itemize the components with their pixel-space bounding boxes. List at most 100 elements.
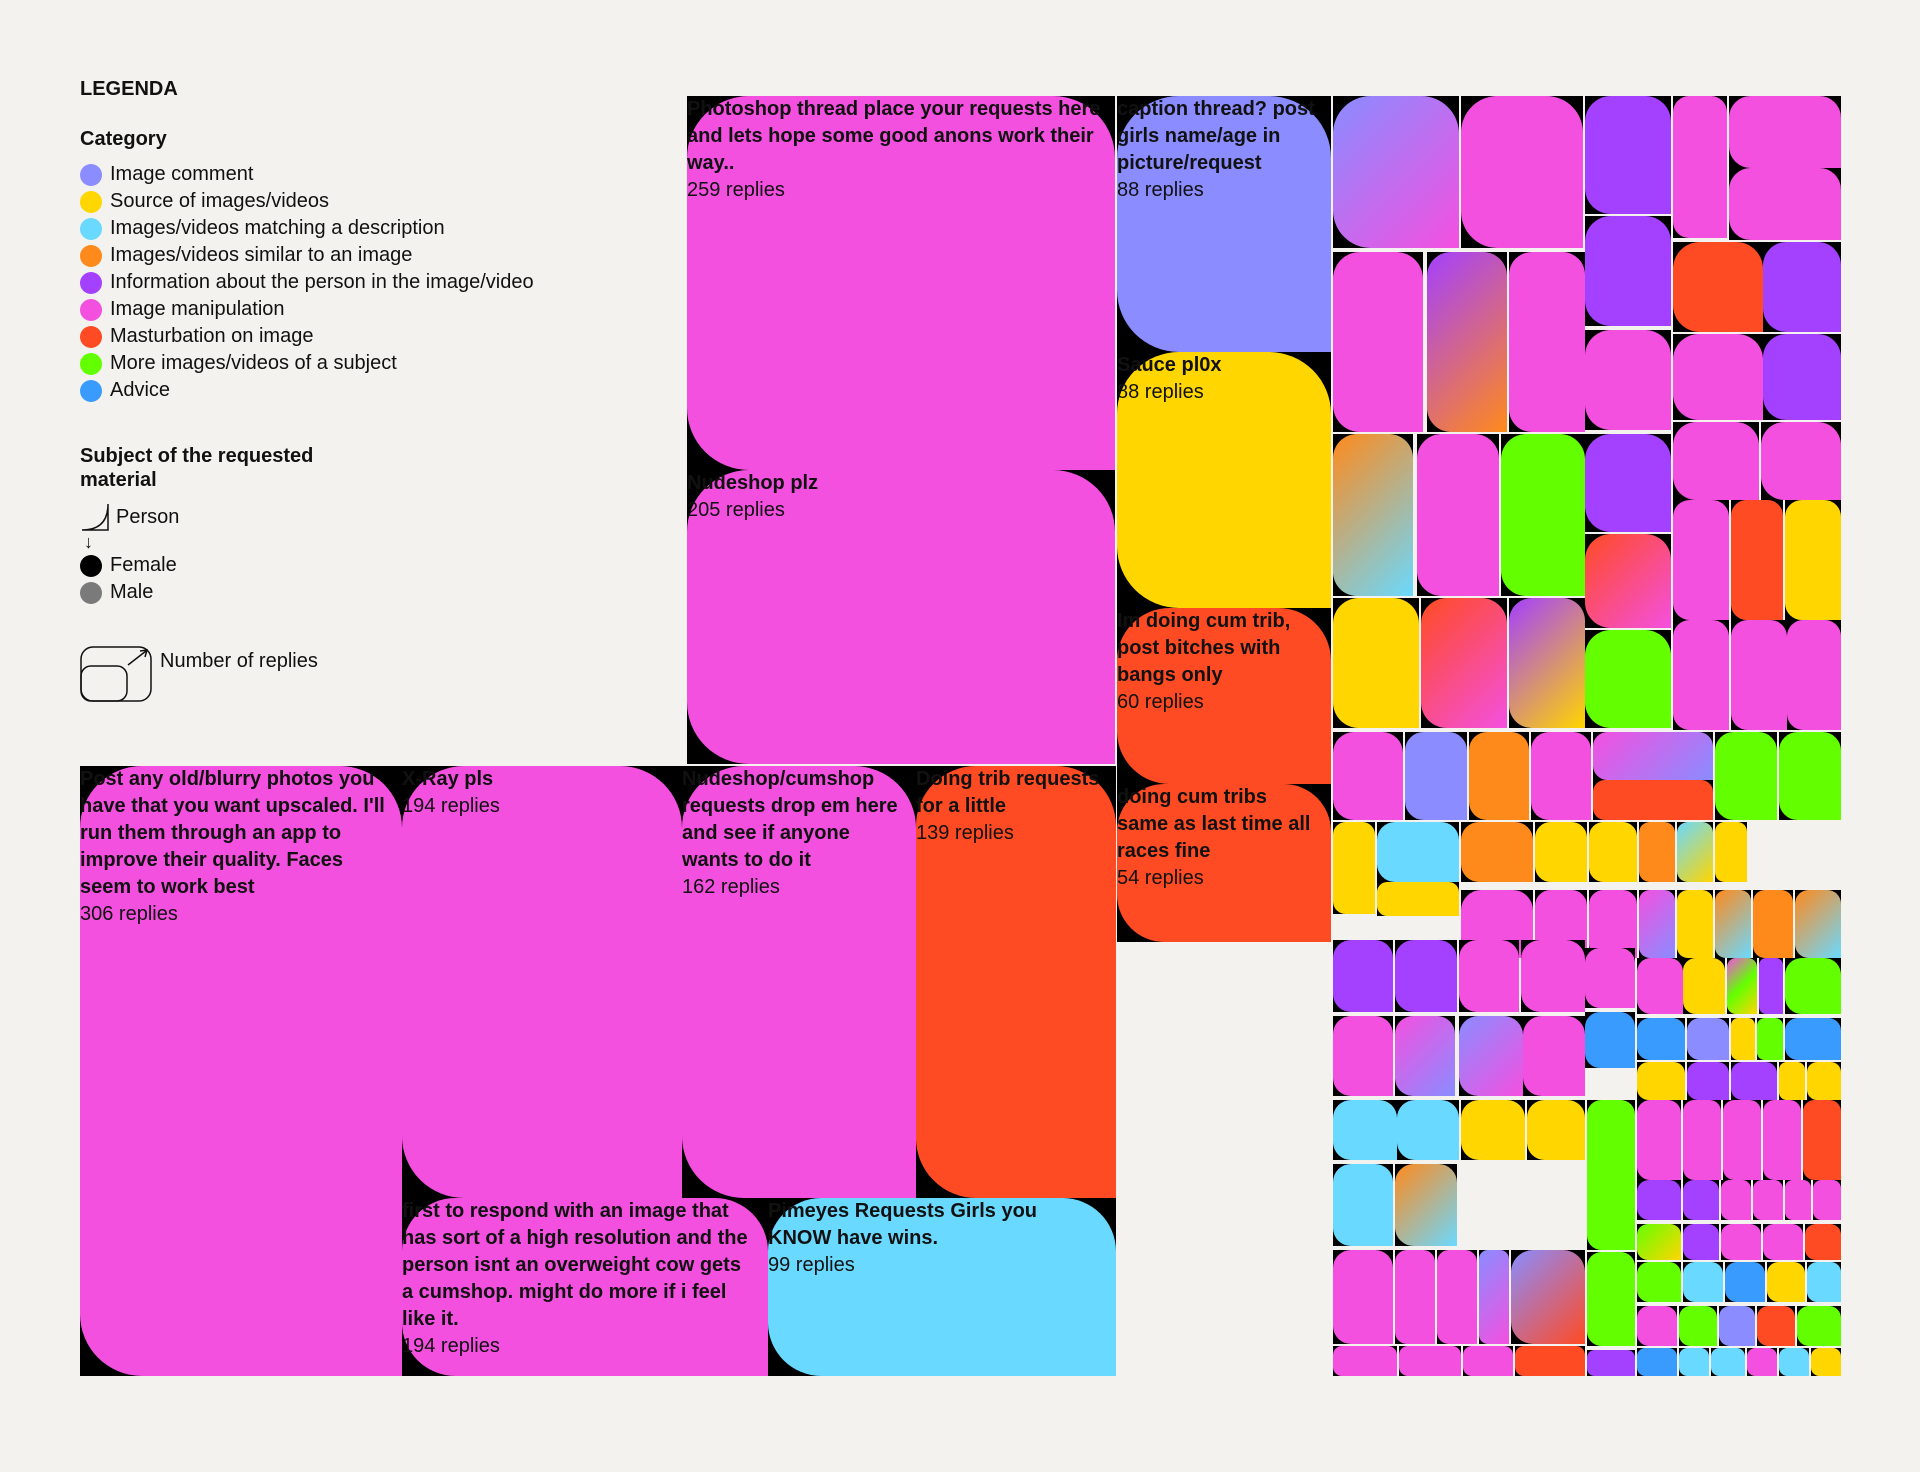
thread-shape bbox=[1333, 434, 1413, 596]
thread-title: Photoshop thread place your requests her… bbox=[687, 98, 1101, 174]
thread-tile bbox=[1727, 958, 1757, 1014]
thread-shape bbox=[402, 766, 682, 1198]
thread-shape bbox=[1333, 96, 1459, 248]
thread-tile bbox=[1729, 96, 1841, 168]
thread-label: doing cum tribs same as last time all ra… bbox=[1117, 784, 1317, 892]
thread-shape bbox=[1763, 1224, 1803, 1260]
thread-tile bbox=[1757, 1306, 1795, 1346]
thread-title: Pimeyes Requests Girls you KNOW have win… bbox=[768, 1200, 1038, 1249]
thread-title: Sauce pl0x bbox=[1117, 354, 1222, 376]
thread-tile bbox=[1683, 1262, 1723, 1302]
thread-shape bbox=[1515, 1346, 1585, 1376]
thread-tile bbox=[1377, 822, 1459, 882]
thread-tile bbox=[1763, 1100, 1801, 1180]
thread-shape bbox=[1715, 732, 1777, 820]
thread-shape bbox=[1395, 1016, 1455, 1096]
thread-shape bbox=[1421, 598, 1507, 728]
thread-tile-labeled: first to respond with an image that has … bbox=[402, 1198, 768, 1376]
category-item: Masturbation on image bbox=[80, 323, 600, 350]
thread-tile bbox=[1515, 1346, 1585, 1376]
thread-shape bbox=[1639, 890, 1675, 958]
thread-shape bbox=[1637, 1348, 1677, 1376]
thread-shape bbox=[1759, 958, 1783, 1014]
thread-title: Doing trib requests for a little bbox=[916, 768, 1100, 817]
thread-tile bbox=[1673, 620, 1729, 730]
subject-heading: Subject of the requested material bbox=[80, 445, 314, 491]
thread-shape bbox=[1731, 500, 1783, 620]
thread-shape bbox=[1459, 1016, 1523, 1096]
thread-tile bbox=[1459, 940, 1519, 1012]
thread-label: Im doing cum trib, post bitches with ban… bbox=[1117, 608, 1317, 716]
thread-replies: 205 replies bbox=[687, 499, 785, 521]
thread-shape bbox=[1395, 1250, 1435, 1344]
legend: LEGENDA Category Image comment Source of … bbox=[80, 78, 600, 702]
thread-shape bbox=[1427, 252, 1507, 432]
thread-shape bbox=[1715, 890, 1751, 958]
thread-shape bbox=[1589, 890, 1637, 958]
thread-shape bbox=[1721, 1224, 1761, 1260]
thread-tile bbox=[1687, 1018, 1729, 1060]
thread-tile bbox=[1797, 1306, 1841, 1346]
category-label: More images/videos of a subject bbox=[110, 352, 397, 374]
thread-shape bbox=[1117, 96, 1331, 352]
replies-size-icon bbox=[80, 646, 152, 702]
category-swatch bbox=[80, 217, 102, 240]
thread-shape bbox=[1333, 598, 1419, 728]
thread-tile bbox=[1395, 1164, 1457, 1246]
thread-shape bbox=[1585, 216, 1671, 326]
thread-shape bbox=[1437, 1250, 1477, 1344]
thread-shape bbox=[1779, 1348, 1809, 1376]
thread-tile bbox=[1333, 1164, 1393, 1246]
thread-shape bbox=[1637, 958, 1683, 1014]
thread-shape bbox=[1585, 948, 1635, 1008]
thread-shape bbox=[1587, 1350, 1635, 1376]
thread-label: caption thread? post girls name/age in p… bbox=[1117, 96, 1317, 204]
thread-tile bbox=[1333, 732, 1403, 820]
thread-tile bbox=[1637, 1224, 1681, 1260]
thread-tile bbox=[1637, 1348, 1677, 1376]
category-item: Image manipulation bbox=[80, 296, 600, 323]
category-list: Image comment Source of images/videos Imag… bbox=[80, 161, 600, 404]
thread-shape bbox=[1795, 890, 1841, 958]
category-swatch bbox=[80, 379, 102, 402]
thread-tile bbox=[1333, 1100, 1397, 1160]
thread-shape bbox=[1333, 252, 1423, 432]
thread-title: Im doing cum trib, post bitches with ban… bbox=[1117, 610, 1291, 686]
thread-tile bbox=[1417, 434, 1499, 596]
thread-replies: 259 replies bbox=[687, 179, 785, 201]
thread-replies: 54 replies bbox=[1117, 867, 1204, 889]
category-label: Masturbation on image bbox=[110, 325, 314, 347]
thread-shape bbox=[1333, 940, 1393, 1012]
thread-tile bbox=[1639, 890, 1675, 958]
thread-shape bbox=[1753, 890, 1793, 958]
thread-tile bbox=[1523, 1016, 1585, 1096]
thread-label: Nudeshop plz 205 replies bbox=[687, 470, 1101, 524]
thread-tile bbox=[1333, 598, 1419, 728]
thread-shape bbox=[1673, 334, 1763, 420]
thread-tile-labeled: Doing trib requests for a little 139 repl… bbox=[916, 766, 1116, 1198]
thread-shape bbox=[1479, 1250, 1509, 1344]
thread-tile bbox=[1785, 958, 1841, 1014]
thread-tile bbox=[1637, 1018, 1685, 1060]
thread-shape bbox=[1679, 1306, 1717, 1346]
thread-tile bbox=[1527, 1100, 1585, 1160]
thread-shape bbox=[1719, 1306, 1755, 1346]
thread-tile bbox=[1757, 1018, 1783, 1060]
thread-tile bbox=[1395, 940, 1457, 1012]
subject-swatch bbox=[80, 581, 102, 604]
thread-shape bbox=[1683, 1262, 1723, 1302]
thread-tile bbox=[1673, 500, 1729, 620]
subject-label: Male bbox=[110, 581, 154, 603]
thread-tile bbox=[1589, 822, 1637, 882]
thread-tile bbox=[1333, 822, 1375, 914]
thread-tile bbox=[1395, 1250, 1435, 1344]
arrow-down-icon: ↓ bbox=[84, 532, 93, 552]
thread-tile bbox=[1637, 1262, 1681, 1302]
thread-tile bbox=[1421, 598, 1507, 728]
thread-tile bbox=[1463, 1346, 1513, 1376]
category-heading: Category bbox=[80, 128, 167, 150]
category-swatch bbox=[80, 298, 102, 321]
thread-tile bbox=[1761, 422, 1841, 500]
thread-shape bbox=[1687, 1062, 1729, 1100]
thread-shape bbox=[1333, 732, 1403, 820]
